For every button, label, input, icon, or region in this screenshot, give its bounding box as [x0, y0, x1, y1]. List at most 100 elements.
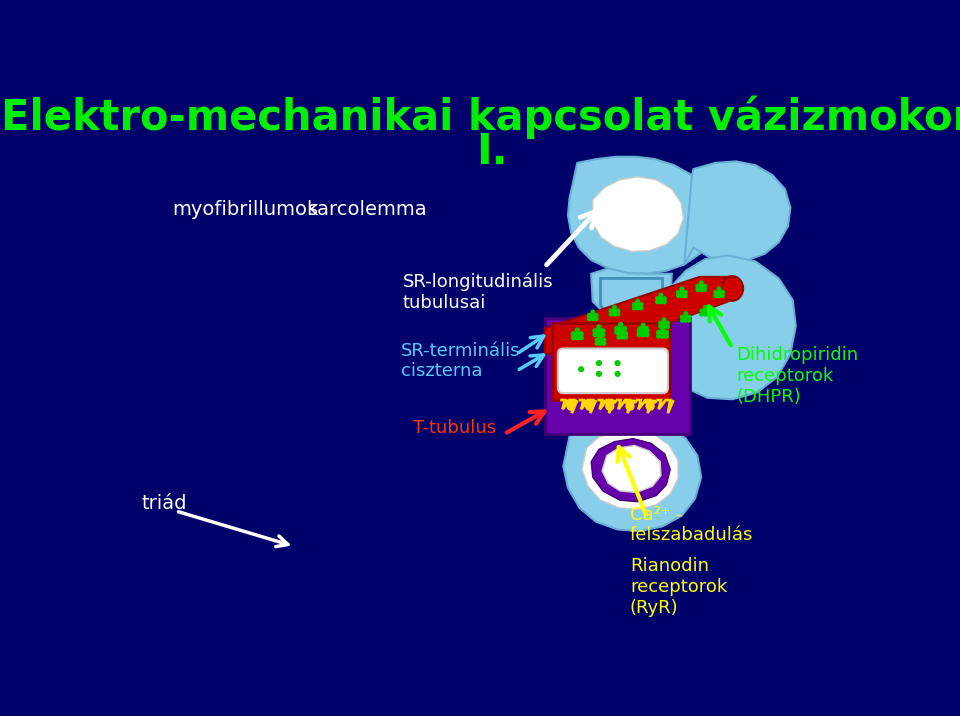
Circle shape — [703, 309, 708, 313]
Circle shape — [707, 309, 711, 313]
Circle shape — [659, 299, 663, 304]
Circle shape — [614, 329, 619, 335]
Circle shape — [612, 309, 617, 313]
Circle shape — [596, 324, 602, 329]
Circle shape — [699, 287, 704, 292]
Polygon shape — [552, 323, 670, 400]
Circle shape — [632, 302, 636, 307]
Polygon shape — [591, 439, 670, 502]
Circle shape — [612, 305, 617, 310]
Circle shape — [574, 335, 580, 340]
Circle shape — [638, 302, 643, 307]
Circle shape — [640, 326, 645, 331]
Circle shape — [638, 306, 643, 311]
Circle shape — [661, 321, 666, 326]
Circle shape — [612, 311, 617, 316]
Circle shape — [615, 311, 620, 316]
Circle shape — [645, 402, 655, 411]
Circle shape — [614, 360, 621, 366]
Circle shape — [636, 306, 640, 311]
Polygon shape — [544, 277, 732, 354]
Circle shape — [665, 321, 670, 326]
Circle shape — [661, 324, 666, 329]
Circle shape — [695, 284, 700, 289]
Circle shape — [716, 294, 722, 298]
Circle shape — [594, 341, 599, 346]
Circle shape — [620, 328, 625, 333]
Text: Rianodin
receptorok
(RyR): Rianodin receptorok (RyR) — [630, 557, 728, 616]
Circle shape — [659, 321, 663, 326]
Polygon shape — [601, 279, 662, 319]
Circle shape — [659, 324, 663, 329]
Circle shape — [594, 338, 599, 342]
Circle shape — [618, 326, 623, 332]
Circle shape — [684, 318, 688, 323]
Polygon shape — [564, 417, 701, 531]
Circle shape — [656, 329, 661, 335]
Circle shape — [703, 287, 708, 292]
Circle shape — [686, 314, 691, 319]
Polygon shape — [568, 157, 715, 274]
Circle shape — [587, 316, 591, 321]
Circle shape — [614, 371, 621, 377]
Circle shape — [598, 341, 603, 346]
Circle shape — [713, 290, 718, 295]
Text: Dihidropiridin
receptorok
(DHPR): Dihidropiridin receptorok (DHPR) — [736, 346, 858, 406]
Circle shape — [620, 332, 625, 337]
Circle shape — [615, 309, 620, 313]
Circle shape — [585, 402, 594, 411]
Circle shape — [716, 290, 722, 295]
Circle shape — [570, 335, 576, 340]
Polygon shape — [591, 268, 672, 319]
Text: I.: I. — [476, 130, 508, 173]
Circle shape — [644, 326, 649, 331]
Circle shape — [570, 332, 576, 337]
Polygon shape — [662, 256, 796, 432]
Circle shape — [625, 402, 635, 411]
Circle shape — [616, 332, 621, 337]
Circle shape — [618, 329, 623, 335]
Circle shape — [616, 335, 621, 340]
Circle shape — [699, 280, 704, 285]
Circle shape — [574, 332, 580, 337]
Circle shape — [676, 294, 681, 298]
Circle shape — [699, 311, 704, 316]
Circle shape — [590, 313, 595, 318]
Circle shape — [644, 328, 650, 334]
Text: triád: triád — [142, 494, 187, 513]
Circle shape — [640, 332, 646, 337]
Circle shape — [640, 329, 645, 334]
Circle shape — [703, 284, 708, 289]
Circle shape — [720, 290, 725, 295]
Circle shape — [614, 326, 619, 332]
Circle shape — [587, 313, 591, 318]
Circle shape — [684, 311, 688, 316]
Circle shape — [640, 328, 646, 334]
Circle shape — [695, 287, 700, 292]
Circle shape — [579, 332, 584, 337]
Circle shape — [699, 309, 704, 313]
Circle shape — [622, 326, 627, 332]
Circle shape — [592, 332, 598, 337]
Polygon shape — [582, 430, 678, 509]
Circle shape — [602, 338, 607, 342]
Circle shape — [620, 335, 625, 340]
Text: Elektro-mechanikai kapcsolat vázizmokon: Elektro-mechanikai kapcsolat vázizmokon — [1, 95, 960, 139]
Circle shape — [600, 328, 606, 334]
Circle shape — [680, 290, 684, 295]
Circle shape — [720, 294, 725, 298]
Circle shape — [663, 329, 669, 335]
Circle shape — [660, 326, 665, 332]
Circle shape — [665, 324, 670, 329]
Circle shape — [618, 322, 623, 327]
Circle shape — [592, 328, 598, 334]
Circle shape — [602, 341, 607, 346]
Circle shape — [684, 314, 688, 319]
Circle shape — [640, 323, 645, 327]
Circle shape — [600, 332, 606, 337]
Circle shape — [596, 328, 602, 334]
FancyBboxPatch shape — [558, 349, 668, 393]
Circle shape — [680, 314, 684, 319]
Circle shape — [637, 326, 642, 331]
Circle shape — [609, 311, 613, 316]
